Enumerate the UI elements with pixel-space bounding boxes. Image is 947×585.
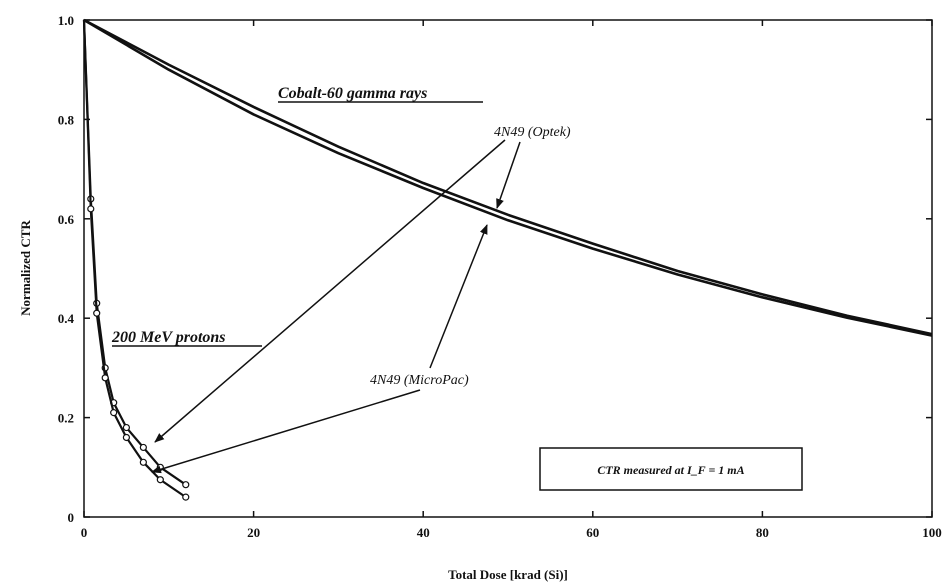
optek-label: 4N49 (Optek) <box>494 125 571 140</box>
proton-data-point <box>139 458 147 466</box>
proton-data-point <box>110 409 118 417</box>
x-tick-label: 80 <box>756 525 769 540</box>
y-tick-label: 0.8 <box>58 112 75 127</box>
x-axis-title: Total Dose [krad (Si)] <box>448 567 568 582</box>
x-axis-ticks: 0 20 40 60 80 100 <box>81 20 942 540</box>
micropac-arrow-to-cobalt <box>429 224 488 369</box>
proton-data-point <box>101 374 109 382</box>
proton-data-point <box>182 493 190 501</box>
proton-data-point <box>93 309 101 317</box>
measurement-condition-text: CTR measured at I_F = 1 mA <box>597 463 744 477</box>
micropac-label: 4N49 (MicroPac) <box>370 373 469 388</box>
optek-arrow-to-proton <box>154 139 506 443</box>
proton-curve <box>82 19 187 486</box>
protons-label: 200 MeV protons <box>111 329 226 346</box>
y-axis-title: Normalized CTR <box>18 220 33 316</box>
y-tick-label: 0.2 <box>58 411 74 426</box>
proton-curve <box>82 19 187 499</box>
proton-data-point <box>87 205 95 213</box>
micropac-arrow-to-proton <box>151 389 421 474</box>
proton-data-point <box>182 481 190 489</box>
plot-frame <box>83 19 933 518</box>
cobalt-curve <box>83 18 933 337</box>
optek-arrow-to-cobalt <box>496 141 521 209</box>
x-tick-label: 0 <box>81 525 88 540</box>
proton-data-point <box>139 443 147 452</box>
y-tick-label: 1.0 <box>58 13 74 28</box>
x-tick-label: 40 <box>417 525 430 540</box>
y-axis-ticks: 0 0.2 0.4 0.6 0.8 1.0 <box>58 13 932 525</box>
cobalt-label: Cobalt-60 gamma rays <box>278 85 427 102</box>
proton-data-point <box>122 423 131 432</box>
x-tick-label: 100 <box>922 525 942 540</box>
x-tick-label: 20 <box>247 525 260 540</box>
proton-data-point <box>122 433 131 442</box>
x-tick-label: 60 <box>586 525 599 540</box>
measurement-condition-box <box>539 447 803 491</box>
series-layer <box>82 18 933 501</box>
proton-data-point <box>156 476 164 484</box>
y-tick-label: 0 <box>68 510 75 525</box>
cobalt-curve <box>83 18 933 336</box>
y-tick-label: 0.4 <box>58 311 75 326</box>
y-tick-label: 0.6 <box>58 212 75 227</box>
